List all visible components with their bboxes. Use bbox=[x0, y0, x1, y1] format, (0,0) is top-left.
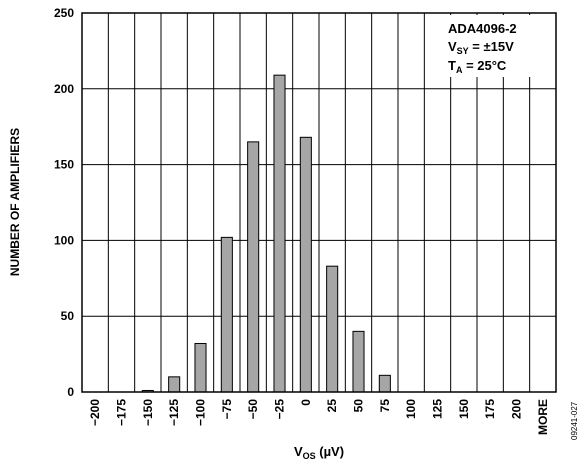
bar bbox=[273, 74, 286, 393]
x-tick-label: 150 bbox=[457, 399, 471, 419]
x-tick-label: 125 bbox=[431, 399, 445, 419]
y-tick-label: 250 bbox=[54, 6, 74, 20]
x-tick-label: −150 bbox=[141, 399, 155, 426]
y-tick-label: 50 bbox=[61, 309, 75, 323]
bar bbox=[352, 330, 365, 393]
x-tick-label: −25 bbox=[273, 399, 287, 420]
x-tick-label: −125 bbox=[167, 399, 181, 426]
x-tick-label: 50 bbox=[352, 399, 366, 413]
x-tick-label: −200 bbox=[88, 399, 102, 426]
annotation-temperature-sub: A bbox=[456, 65, 463, 75]
bar bbox=[326, 265, 339, 393]
annotation-temperature-rest: = 25°C bbox=[462, 58, 506, 73]
annotation-supply-rest: = ±15V bbox=[469, 39, 514, 54]
annotation-temperature-main: T bbox=[448, 58, 456, 73]
bar bbox=[168, 376, 181, 393]
annotation-supply: VSY = ±15V bbox=[448, 39, 514, 56]
x-tick-label: −100 bbox=[194, 399, 208, 426]
x-axis-label: VOS (µV) bbox=[294, 444, 344, 461]
annotation-temperature: TA = 25°C bbox=[448, 58, 507, 75]
y-tick-label: 100 bbox=[54, 233, 74, 247]
x-axis-label-main: V bbox=[294, 444, 303, 459]
annotation-supply-main: V bbox=[448, 39, 457, 54]
x-tick-label: MORE bbox=[536, 399, 550, 435]
x-tick-label: 0 bbox=[299, 399, 313, 406]
y-tick-label: 0 bbox=[67, 385, 74, 399]
annotation-title: ADA4096-2 bbox=[448, 21, 517, 36]
x-tick-label: −75 bbox=[220, 399, 234, 420]
grid bbox=[82, 13, 556, 392]
bars bbox=[141, 74, 391, 393]
x-axis-label-unit: (µV) bbox=[316, 444, 344, 459]
bar bbox=[378, 374, 391, 393]
bar bbox=[299, 136, 312, 393]
plot-frame bbox=[81, 12, 557, 393]
y-axis-label: NUMBER OF AMPLIFIERS bbox=[8, 128, 22, 276]
y-tick-label: 150 bbox=[54, 158, 74, 172]
x-tick-label: 25 bbox=[325, 399, 339, 413]
x-tick-label: −50 bbox=[246, 399, 260, 420]
bar bbox=[247, 141, 260, 393]
x-tick-label: 175 bbox=[483, 399, 497, 419]
y-tick-label: 200 bbox=[54, 82, 74, 96]
bar bbox=[220, 236, 233, 393]
annotation-supply-sub: SY bbox=[457, 46, 469, 56]
x-tick-label: 75 bbox=[378, 399, 392, 413]
x-tick-label: 100 bbox=[404, 399, 418, 419]
x-tick-label: 200 bbox=[510, 399, 524, 419]
figure-id: 09241-027 bbox=[570, 401, 579, 440]
annotation-box bbox=[440, 15, 554, 77]
bar bbox=[194, 342, 207, 393]
x-tick-label: −175 bbox=[115, 399, 129, 426]
x-axis-label-sub: OS bbox=[303, 451, 316, 461]
